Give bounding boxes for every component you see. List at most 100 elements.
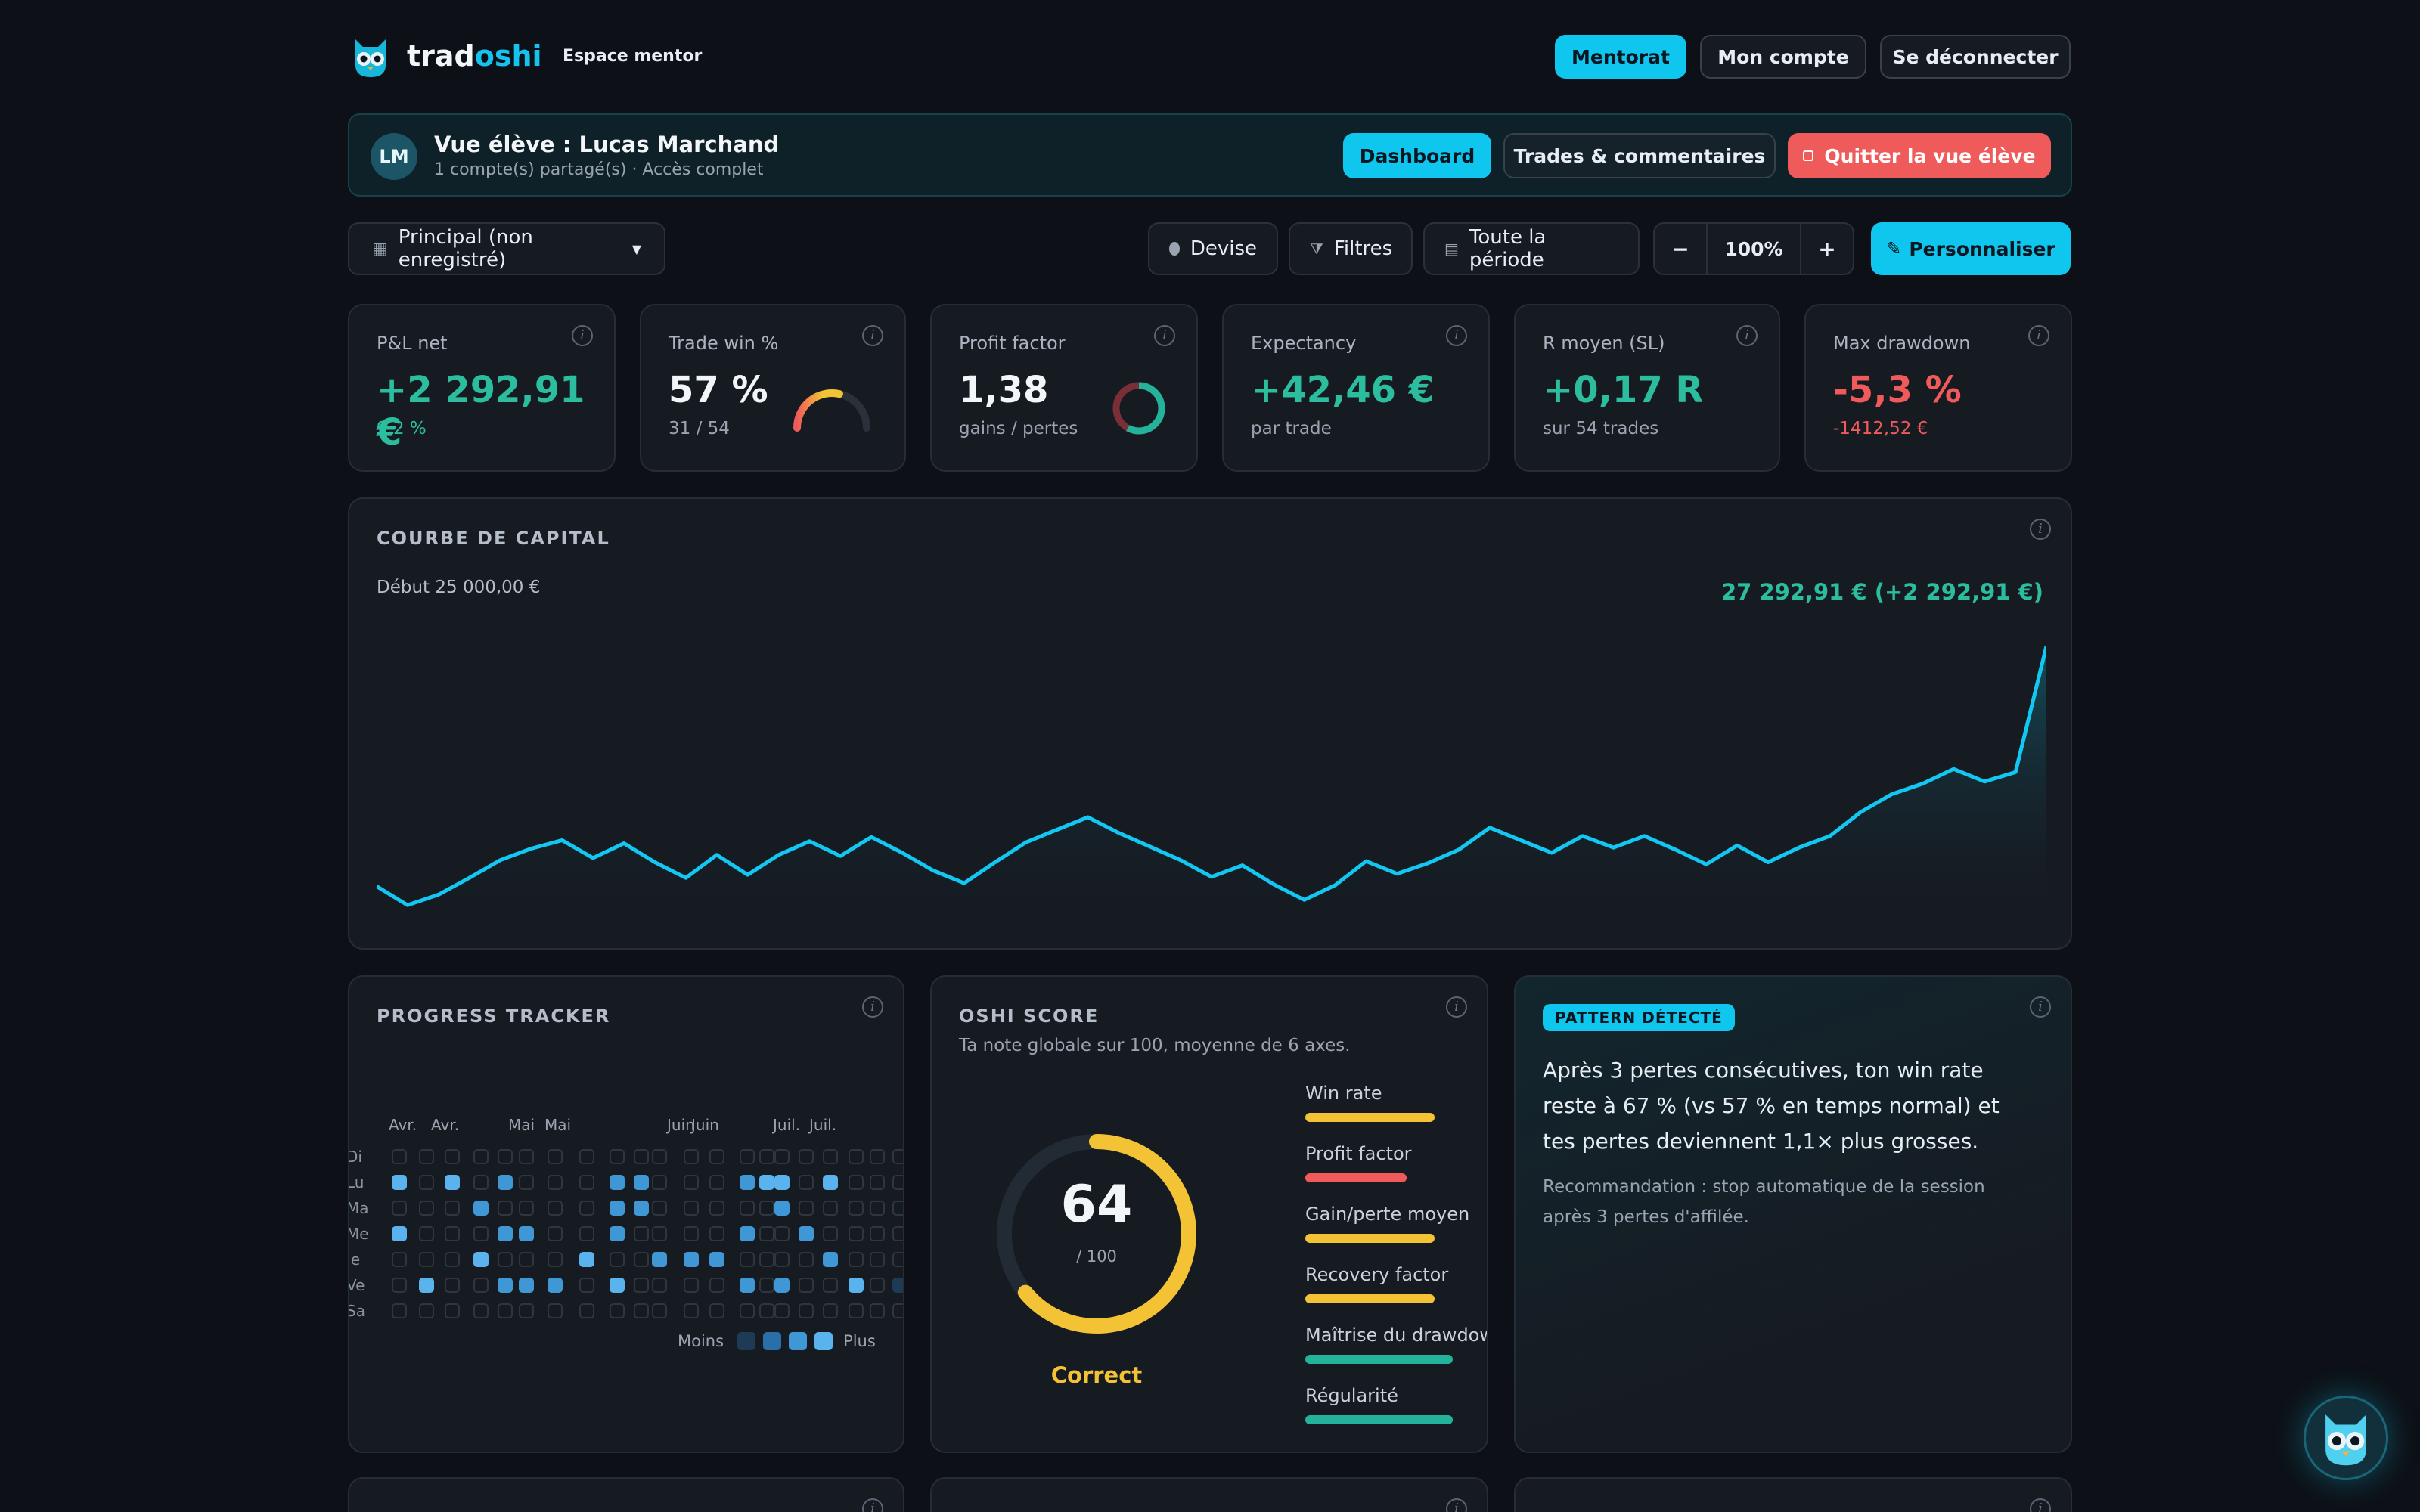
heatmap-cell[interactable] [684, 1201, 699, 1216]
info-icon[interactable]: i [2030, 996, 2051, 1018]
heatmap-cell[interactable] [445, 1278, 460, 1293]
heatmap-cell[interactable] [519, 1226, 534, 1241]
heatmap-cell[interactable] [684, 1226, 699, 1241]
heatmap-cell[interactable] [684, 1252, 699, 1267]
heatmap-cell[interactable] [849, 1303, 864, 1318]
heatmap-cell[interactable] [579, 1149, 594, 1164]
heatmap-cell[interactable] [610, 1149, 625, 1164]
heatmap-cell[interactable] [774, 1303, 790, 1318]
zoom-in-button[interactable]: + [1800, 224, 1853, 274]
heatmap-cell[interactable] [849, 1175, 864, 1190]
heatmap-cell[interactable] [548, 1226, 563, 1241]
heatmap-cell[interactable] [709, 1175, 724, 1190]
heatmap-cell[interactable] [445, 1303, 460, 1318]
heatmap-cell[interactable] [548, 1252, 563, 1267]
heatmap-cell[interactable] [392, 1278, 407, 1293]
heatmap-cell[interactable] [419, 1278, 434, 1293]
heatmap-cell[interactable] [684, 1278, 699, 1293]
heatmap-cell[interactable] [652, 1226, 667, 1241]
heatmap-cell[interactable] [709, 1226, 724, 1241]
heatmap-cell[interactable] [774, 1201, 790, 1216]
heatmap-cell[interactable] [634, 1201, 649, 1216]
heatmap-cell[interactable] [823, 1226, 838, 1241]
heatmap-cell[interactable] [709, 1201, 724, 1216]
heatmap-cell[interactable] [740, 1226, 755, 1241]
heatmap-cell[interactable] [419, 1201, 434, 1216]
heatmap-cell[interactable] [849, 1226, 864, 1241]
heatmap-cell[interactable] [579, 1278, 594, 1293]
info-icon[interactable]: i [2028, 325, 2049, 346]
heatmap-cell[interactable] [892, 1201, 903, 1216]
heatmap-cell[interactable] [709, 1252, 724, 1267]
heatmap-cell[interactable] [419, 1303, 434, 1318]
heatmap-cell[interactable] [498, 1201, 513, 1216]
heatmap-cell[interactable] [652, 1175, 667, 1190]
heatmap-cell[interactable] [823, 1252, 838, 1267]
heatmap-cell[interactable] [473, 1252, 489, 1267]
period-button[interactable]: ▤ Toute la période [1423, 222, 1640, 275]
heatmap-cell[interactable] [870, 1278, 885, 1293]
heatmap-cell[interactable] [870, 1149, 885, 1164]
heatmap-cell[interactable] [892, 1175, 903, 1190]
quit-student-view-button[interactable]: Quitter la vue élève [1788, 133, 2051, 178]
heatmap-cell[interactable] [519, 1252, 534, 1267]
heatmap-cell[interactable] [579, 1175, 594, 1190]
heatmap-cell[interactable] [759, 1278, 774, 1293]
kpi-r-moyen-card[interactable]: i R moyen (SL) +0,17 R sur 54 trades [1514, 304, 1780, 472]
heatmap-cell[interactable] [870, 1201, 885, 1216]
heatmap-cell[interactable] [498, 1303, 513, 1318]
heatmap-cell[interactable] [610, 1278, 625, 1293]
heatmap-cell[interactable] [652, 1252, 667, 1267]
heatmap-cell[interactable] [892, 1303, 903, 1318]
heatmap-cell[interactable] [498, 1252, 513, 1267]
heatmap-cell[interactable] [445, 1201, 460, 1216]
heatmap-cell[interactable] [740, 1252, 755, 1267]
heatmap-cell[interactable] [634, 1226, 649, 1241]
heatmap-cell[interactable] [759, 1201, 774, 1216]
kpi-expectancy-card[interactable]: i Expectancy +42,46 € par trade [1222, 304, 1490, 472]
heatmap-cell[interactable] [498, 1149, 513, 1164]
heatmap-cell[interactable] [579, 1226, 594, 1241]
heatmap-cell[interactable] [634, 1149, 649, 1164]
heatmap-cell[interactable] [709, 1149, 724, 1164]
brand-logo[interactable] [349, 35, 392, 79]
heatmap-cell[interactable] [799, 1175, 814, 1190]
kpi-winrate-card[interactable]: i Trade win % 57 % 31 / 54 [640, 304, 906, 472]
heatmap-cell[interactable] [870, 1303, 885, 1318]
heatmap-cell[interactable] [652, 1303, 667, 1318]
heatmap-cell[interactable] [759, 1175, 774, 1190]
heatmap-cell[interactable] [870, 1252, 885, 1267]
heatmap-cell[interactable] [799, 1303, 814, 1318]
dashboard-button[interactable]: Dashboard [1343, 133, 1491, 178]
heatmap-cell[interactable] [740, 1303, 755, 1318]
heatmap-cell[interactable] [392, 1149, 407, 1164]
heatmap-cell[interactable] [519, 1303, 534, 1318]
heatmap-cell[interactable] [774, 1278, 790, 1293]
heatmap-cell[interactable] [799, 1201, 814, 1216]
heatmap-cell[interactable] [870, 1175, 885, 1190]
heatmap-cell[interactable] [634, 1303, 649, 1318]
info-icon[interactable]: i [1736, 325, 1758, 346]
heatmap-cell[interactable] [709, 1278, 724, 1293]
heatmap-cell[interactable] [740, 1278, 755, 1293]
heatmap-cell[interactable] [740, 1201, 755, 1216]
heatmap-cell[interactable] [392, 1175, 407, 1190]
heatmap-cell[interactable] [392, 1303, 407, 1318]
heatmap-cell[interactable] [684, 1149, 699, 1164]
heatmap-cell[interactable] [548, 1278, 563, 1293]
heatmap-cell[interactable] [445, 1226, 460, 1241]
heatmap-cell[interactable] [759, 1226, 774, 1241]
heatmap-cell[interactable] [774, 1226, 790, 1241]
info-icon[interactable]: i [2030, 519, 2051, 540]
heatmap-cell[interactable] [498, 1278, 513, 1293]
heatmap-cell[interactable] [823, 1201, 838, 1216]
kpi-max-drawdown-card[interactable]: i Max drawdown -5,3 % -1412,52 € [1804, 304, 2072, 472]
heatmap-cell[interactable] [548, 1201, 563, 1216]
heatmap-cell[interactable] [823, 1175, 838, 1190]
heatmap-cell[interactable] [473, 1175, 489, 1190]
heatmap-cell[interactable] [548, 1149, 563, 1164]
heatmap-cell[interactable] [823, 1278, 838, 1293]
heatmap-cell[interactable] [774, 1252, 790, 1267]
heatmap-cell[interactable] [774, 1175, 790, 1190]
heatmap-cell[interactable] [634, 1278, 649, 1293]
